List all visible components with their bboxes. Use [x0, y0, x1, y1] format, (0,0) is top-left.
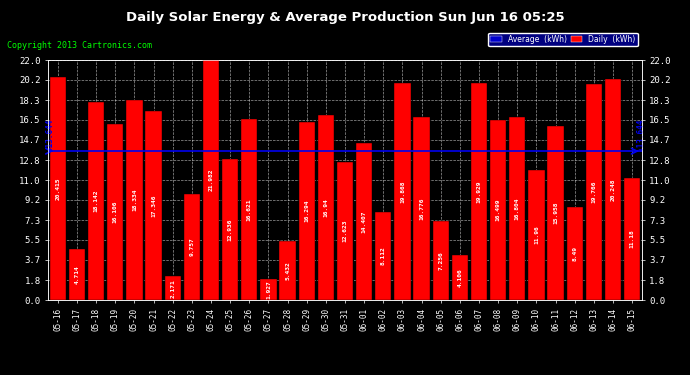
Bar — [88, 102, 104, 300]
Bar — [126, 100, 143, 300]
Text: 2.171: 2.171 — [170, 279, 175, 297]
Bar — [509, 117, 525, 300]
Text: 19.929: 19.929 — [477, 180, 482, 203]
Text: Daily Solar Energy & Average Production Sun Jun 16 05:25: Daily Solar Energy & Average Production … — [126, 11, 564, 24]
Text: ↓13.644: ↓13.644 — [635, 119, 644, 151]
Text: 20.248: 20.248 — [611, 178, 615, 201]
Text: 12.936: 12.936 — [228, 218, 233, 241]
Bar — [260, 279, 277, 300]
Bar — [222, 159, 238, 300]
Text: 4.714: 4.714 — [75, 265, 79, 284]
Text: 20.415: 20.415 — [55, 177, 60, 200]
Text: 5.432: 5.432 — [285, 261, 290, 280]
Bar — [317, 115, 334, 300]
Bar — [375, 211, 391, 300]
Text: 16.94: 16.94 — [324, 198, 328, 217]
Bar — [547, 126, 564, 300]
Text: 16.776: 16.776 — [419, 197, 424, 220]
Text: 16.499: 16.499 — [495, 199, 501, 221]
Text: 19.766: 19.766 — [591, 181, 596, 203]
Text: 16.804: 16.804 — [515, 197, 520, 220]
Text: 16.621: 16.621 — [247, 198, 252, 220]
Text: 7.256: 7.256 — [438, 251, 443, 270]
Text: 18.142: 18.142 — [94, 190, 99, 212]
Bar — [146, 111, 161, 300]
Text: 14.407: 14.407 — [362, 210, 366, 232]
Bar — [356, 143, 373, 300]
Bar — [624, 178, 640, 300]
Bar — [471, 82, 487, 300]
Text: 21.982: 21.982 — [208, 169, 213, 191]
Bar — [413, 117, 430, 300]
Bar — [184, 194, 200, 300]
Text: 16.294: 16.294 — [304, 200, 309, 222]
Text: 12.623: 12.623 — [342, 220, 348, 242]
Text: 18.334: 18.334 — [132, 189, 137, 211]
Text: 11.96: 11.96 — [534, 225, 539, 244]
Bar — [299, 122, 315, 300]
Text: 19.868: 19.868 — [400, 180, 405, 203]
Bar — [165, 276, 181, 300]
Text: 1.927: 1.927 — [266, 280, 271, 299]
Bar — [605, 79, 621, 300]
Text: 11.18: 11.18 — [630, 230, 635, 248]
Bar — [203, 60, 219, 300]
Bar — [107, 124, 124, 300]
Text: 9.757: 9.757 — [189, 237, 195, 256]
Text: 8.49: 8.49 — [572, 246, 578, 261]
Text: 4.106: 4.106 — [457, 268, 462, 287]
Bar — [279, 241, 296, 300]
Bar — [452, 255, 468, 300]
Bar — [566, 207, 583, 300]
Text: 17.346: 17.346 — [151, 194, 156, 217]
Legend: Average  (kWh), Daily  (kWh): Average (kWh), Daily (kWh) — [488, 33, 638, 46]
Text: 15.958: 15.958 — [553, 202, 558, 224]
Text: 16.106: 16.106 — [112, 201, 118, 223]
Bar — [241, 118, 257, 300]
Bar — [490, 120, 506, 300]
Text: 8.112: 8.112 — [381, 246, 386, 265]
Text: Copyright 2013 Cartronics.com: Copyright 2013 Cartronics.com — [7, 41, 152, 50]
Bar — [50, 77, 66, 300]
Bar — [433, 221, 449, 300]
Bar — [69, 249, 85, 300]
Bar — [394, 83, 411, 300]
Text: +13.644: +13.644 — [46, 119, 55, 151]
Bar — [337, 162, 353, 300]
Bar — [586, 84, 602, 300]
Bar — [529, 170, 544, 300]
